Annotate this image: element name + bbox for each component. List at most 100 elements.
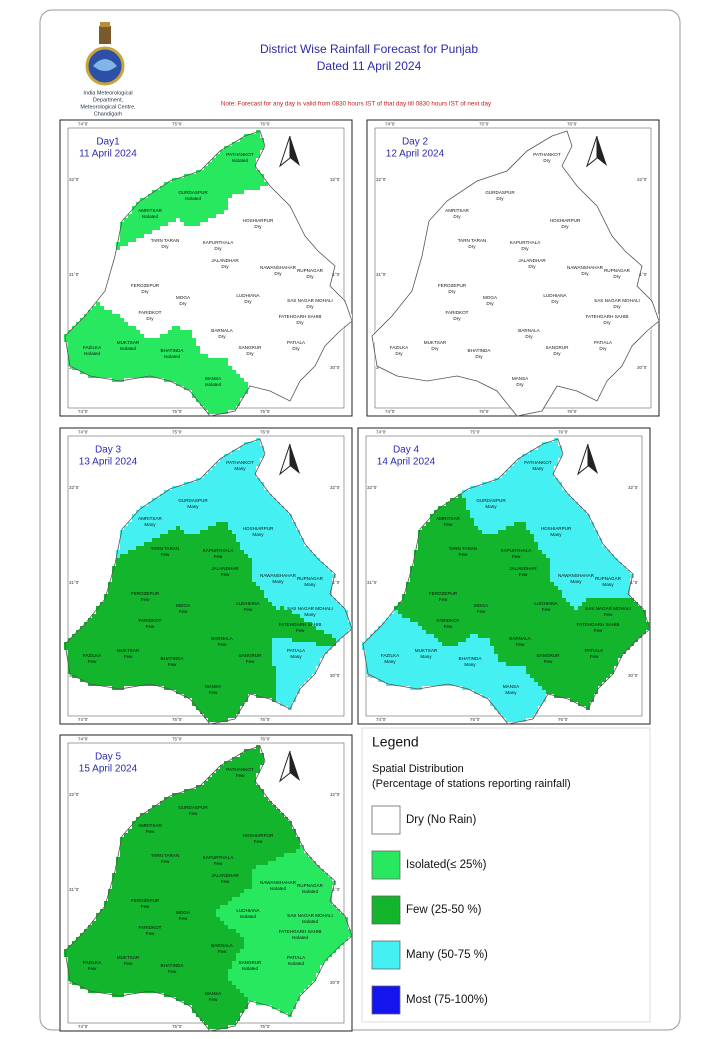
district-name: KAPURTHALA	[501, 548, 532, 553]
lat-label: 31°0'	[330, 272, 340, 277]
district	[531, 186, 607, 254]
lon-label: 76°0'	[567, 409, 577, 414]
district-status: Few	[604, 612, 613, 617]
district	[96, 865, 168, 925]
map-panel: 74°0' 74°0' 75°0' 75°0' 76°0' 76°0' 32°0' 32°0'…	[366, 119, 660, 417]
district-status: Few	[590, 654, 599, 659]
district-name: LUDHIANA	[543, 293, 567, 298]
district-status: Dry	[613, 304, 621, 309]
district	[104, 925, 152, 997]
district-name: MANSA	[503, 684, 520, 689]
day-label: Day 2	[402, 137, 429, 148]
district	[228, 634, 276, 702]
district-status: Many	[252, 532, 264, 537]
district	[487, 354, 555, 414]
district	[590, 538, 634, 598]
district	[550, 546, 594, 610]
district-status: Isolated	[240, 914, 257, 919]
district	[224, 494, 300, 562]
district	[96, 558, 168, 618]
district-name: NAWANSHAHAR	[567, 265, 604, 270]
district-name: PATHANKOT	[226, 767, 254, 772]
north-arrow	[290, 751, 300, 781]
note: Note: Forecast for any day is valid from…	[221, 101, 492, 108]
district-status: Few	[161, 552, 170, 557]
district-name: SANGRUR	[239, 653, 263, 658]
title: District Wise Rainfall Forecast for Punj…	[260, 42, 478, 56]
north-arrow	[290, 444, 300, 474]
lon-label: 74°0'	[78, 409, 88, 414]
district-name: AMRITSAR	[138, 208, 162, 213]
district-status: Dry	[453, 316, 461, 321]
district-name: BHATINDA	[161, 656, 185, 661]
district-name: BARNALA	[211, 636, 233, 641]
district-status: Few	[459, 552, 468, 557]
district	[418, 526, 490, 582]
district	[462, 474, 530, 534]
district	[522, 494, 598, 562]
district-status: Few	[444, 624, 453, 629]
district-status: Isolated	[120, 346, 137, 351]
district-name: AMRITSAR	[445, 208, 469, 213]
lat-label: 32°0'	[69, 177, 79, 182]
district-status: Dry	[395, 351, 403, 356]
district-status: Few	[214, 861, 223, 866]
district-name: MANSA	[205, 376, 222, 381]
district-status: Dry	[581, 271, 589, 276]
district-status: Dry	[274, 271, 282, 276]
lon-label: 76°0'	[260, 1024, 270, 1029]
district-name: PATHANKOT	[524, 460, 552, 465]
district	[104, 310, 152, 382]
district	[403, 250, 475, 310]
district	[490, 522, 542, 574]
district-name: MUKTSAR	[117, 340, 140, 345]
district	[164, 781, 232, 841]
district-status: Isolated	[302, 889, 319, 894]
district-name: RUPNAGAR	[297, 883, 324, 888]
district	[192, 214, 244, 266]
district-name: MUKTSAR	[415, 648, 438, 653]
district-status: Dry	[292, 346, 300, 351]
lon-label: 76°0'	[567, 122, 577, 127]
date-label: 14 April 2024	[377, 457, 436, 468]
district-name: SANGRUR	[239, 960, 263, 965]
district	[252, 853, 296, 917]
lat-label: 31°0'	[637, 272, 647, 277]
district-name: FARIDKOT	[139, 925, 162, 930]
lon-label: 74°0'	[78, 737, 88, 742]
district-name: SAS NAGAR MOHALI	[585, 606, 631, 611]
district-name: MANSA	[205, 991, 222, 996]
district-name: FEROZEPUR	[131, 283, 160, 288]
district-status: Dry	[543, 158, 551, 163]
district	[164, 881, 216, 945]
district	[180, 354, 248, 414]
district	[402, 618, 450, 690]
district-name: PATIALA	[287, 648, 306, 653]
district-name: MOGA	[176, 295, 191, 300]
day-label: Day 5	[95, 752, 122, 763]
district-status: Few	[214, 554, 223, 559]
district-status: Many	[464, 662, 476, 667]
district-name: FATEHGARH SAHIB	[279, 929, 322, 934]
district	[224, 801, 300, 869]
lat-label: 31°0'	[69, 272, 79, 277]
district-name: HOSHIARPUR	[541, 526, 572, 531]
date-label: 13 April 2024	[79, 457, 138, 468]
district	[471, 166, 539, 226]
lat-label: 31°0'	[330, 580, 340, 585]
district-status: Isolated	[84, 351, 101, 356]
district-status: Dry	[486, 301, 494, 306]
district	[570, 638, 630, 710]
district-status: Dry	[306, 274, 314, 279]
district-name: MANSA	[512, 376, 529, 381]
district	[252, 546, 296, 610]
district	[575, 298, 643, 338]
lat-label: 32°0'	[367, 485, 377, 490]
district	[599, 230, 643, 290]
district-name: BHATINDA	[459, 656, 483, 661]
district-status: Few	[519, 572, 528, 577]
district	[164, 266, 216, 330]
district	[582, 598, 650, 642]
district	[566, 606, 634, 646]
lat-label: 30°0'	[330, 365, 340, 370]
